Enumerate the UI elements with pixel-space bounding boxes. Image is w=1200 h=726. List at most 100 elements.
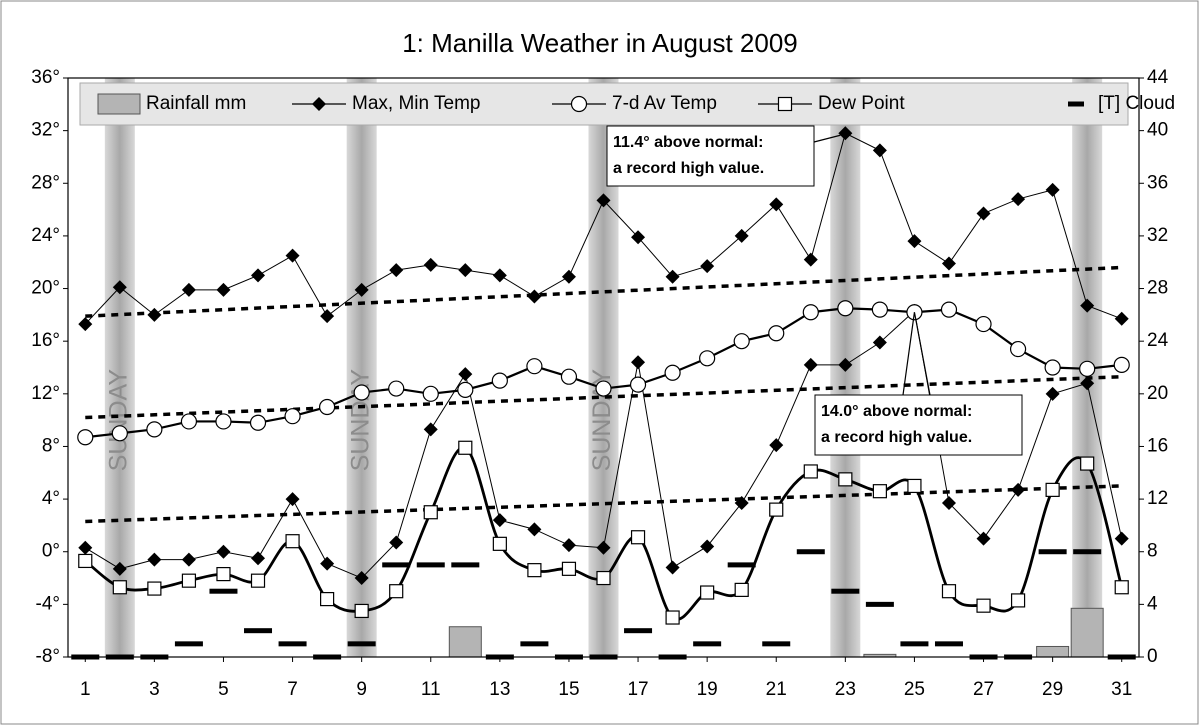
diamond-marker xyxy=(561,538,576,553)
diamond-marker xyxy=(1011,482,1026,497)
annotation-text: a record high value. xyxy=(613,160,764,177)
x-tick-label: 15 xyxy=(558,679,579,700)
square-marker xyxy=(596,570,611,586)
diamond-marker xyxy=(285,248,300,263)
x-tick-label: 3 xyxy=(149,679,160,700)
square-marker xyxy=(734,582,749,597)
diamond-marker xyxy=(631,355,646,370)
diamond-marker xyxy=(320,556,335,571)
x-tick-label: 31 xyxy=(1111,679,1132,700)
legend-label: Max, Min Temp xyxy=(352,93,480,114)
y-tick-label: 24° xyxy=(31,225,60,246)
square-marker xyxy=(976,598,991,613)
diamond-marker xyxy=(803,252,818,267)
diamond-marker xyxy=(423,422,438,437)
diamond-marker xyxy=(803,357,818,372)
cloud-dash xyxy=(278,641,307,647)
diamond-marker xyxy=(700,539,715,554)
circle-marker xyxy=(1009,340,1027,358)
circle-marker xyxy=(249,414,267,431)
normal-line xyxy=(85,265,1122,318)
circle-marker xyxy=(629,376,647,393)
diamond-marker xyxy=(251,268,266,283)
diamond-marker xyxy=(492,513,507,528)
y-tick-label: 12° xyxy=(31,383,60,404)
plot-frame xyxy=(67,77,1140,658)
cloud-dash xyxy=(244,628,273,634)
square-marker xyxy=(700,585,715,600)
cloud-dash xyxy=(347,641,376,647)
square-marker xyxy=(285,534,300,549)
diamond-marker xyxy=(285,492,300,507)
x-tick-label: 29 xyxy=(1042,679,1063,700)
diamond-marker xyxy=(631,230,646,245)
x-tick-label: 11 xyxy=(421,679,441,700)
diamond-marker xyxy=(665,269,680,284)
diamond-marker xyxy=(458,263,473,278)
cloud-dash xyxy=(1038,549,1067,555)
square-marker xyxy=(665,610,680,625)
cloud-dash xyxy=(174,641,203,647)
square-marker xyxy=(216,566,231,582)
circle-marker xyxy=(871,301,888,318)
diamond-marker xyxy=(976,531,991,546)
cloud-dash xyxy=(900,641,929,647)
circle-marker xyxy=(526,358,543,375)
diamond-marker xyxy=(78,317,93,332)
annotation-arrow xyxy=(902,312,916,396)
x-tick-label: 9 xyxy=(356,679,367,700)
cloud-dash xyxy=(762,641,791,647)
y-tick-label: 4° xyxy=(42,488,60,509)
square-marker xyxy=(769,502,784,517)
square-marker xyxy=(527,563,542,578)
diamond-marker xyxy=(527,522,542,537)
legend-item: 7-d Av Temp xyxy=(552,93,717,114)
x-tick-label: 23 xyxy=(835,679,856,700)
y2-tick-label: 4 xyxy=(1147,593,1158,614)
sunday-band xyxy=(104,78,135,657)
diamond-marker xyxy=(1080,298,1095,313)
cloud-dash xyxy=(865,601,894,607)
square-marker xyxy=(803,464,818,479)
square-marker xyxy=(423,505,438,520)
y2-tick-label: 24 xyxy=(1147,330,1169,351)
legend-label: Rainfall mm xyxy=(146,93,246,114)
circle-marker xyxy=(491,372,508,389)
diamond-marker xyxy=(181,552,196,567)
circle-marker xyxy=(77,429,94,446)
square-marker xyxy=(389,584,404,599)
circle-marker xyxy=(146,421,163,438)
y-tick-label: -8° xyxy=(36,646,61,667)
diamond-marker xyxy=(492,268,507,283)
diamond-marker xyxy=(1045,182,1060,197)
cloud-dash xyxy=(693,641,722,647)
diamond-marker xyxy=(561,269,576,284)
rain-bar xyxy=(1070,607,1104,658)
normal-line xyxy=(85,484,1122,524)
annotation-text: 11.4° above normal: xyxy=(613,134,763,151)
legend-label: 7-d Av Temp xyxy=(612,93,717,114)
chart-title: 1: Manilla Weather in August 2009 xyxy=(402,28,798,58)
sunday-label: SUNDAY xyxy=(104,369,132,472)
diamond-marker xyxy=(78,540,93,555)
sunday-label: SUNDAY xyxy=(346,369,374,472)
diamond-marker xyxy=(596,193,611,208)
y2-tick-label: 8 xyxy=(1147,541,1158,562)
diamond-marker xyxy=(734,228,749,243)
diamond-marker xyxy=(251,551,266,566)
x-tick-label: 7 xyxy=(287,679,298,700)
diamond-marker xyxy=(872,143,887,158)
circle-marker xyxy=(180,413,198,430)
cloud-dash xyxy=(416,562,445,568)
annotation-text: 14.0° above normal: xyxy=(821,403,972,420)
square-marker xyxy=(320,591,335,607)
rain-bar xyxy=(448,626,482,658)
square-marker xyxy=(112,580,127,595)
diamond-marker xyxy=(312,97,326,111)
square-marker xyxy=(1080,456,1095,471)
annotation-box xyxy=(814,394,1023,456)
circle-marker xyxy=(1079,360,1096,377)
legend-label: Dew Point xyxy=(818,93,905,114)
diamond-marker xyxy=(907,234,922,249)
